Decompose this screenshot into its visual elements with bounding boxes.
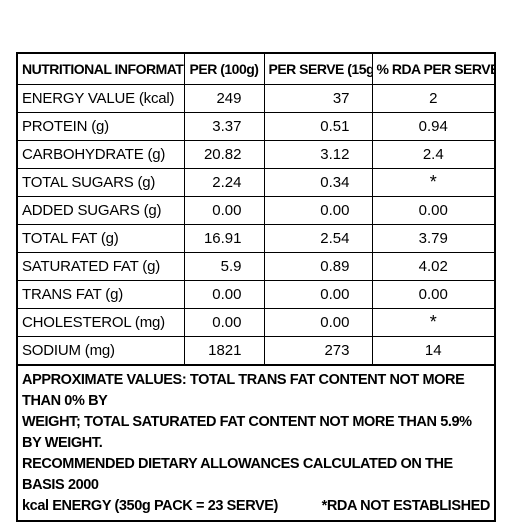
table-row: CHOLESTEROL (mg) 0.00 0.00 *	[18, 308, 494, 337]
row-rda: 2	[371, 84, 494, 113]
row-rda: 4.02	[371, 252, 494, 281]
table-row: TOTAL SUGARS (g) 2.24 0.34 *	[18, 168, 494, 197]
row-per100: 0.00	[183, 308, 265, 337]
row-per-serve: 0.00	[263, 280, 373, 309]
row-name: ENERGY VALUE (kcal)	[18, 84, 185, 113]
row-per-serve: 37	[263, 84, 373, 113]
table-row: ENERGY VALUE (kcal) 249 37 2	[18, 84, 494, 113]
table-row: CARBOHYDRATE (g) 20.82 3.12 2.4	[18, 140, 494, 169]
row-name: TOTAL FAT (g)	[18, 224, 185, 253]
row-per-serve: 273	[263, 336, 373, 365]
row-rda: 2.4	[371, 140, 494, 169]
row-per100: 3.37	[183, 112, 265, 141]
table-row: TRANS FAT (g) 0.00 0.00 0.00	[18, 280, 494, 309]
table-row: SATURATED FAT (g) 5.9 0.89 4.02	[18, 252, 494, 281]
footnote-line-2: WEIGHT; TOTAL SATURATED FAT CONTENT NOT …	[22, 414, 472, 451]
row-name: SODIUM (mg)	[18, 336, 185, 365]
footnote-serving-info: kcal ENERGY (350g PACK = 23 SERVE)	[22, 498, 278, 514]
row-per-serve: 2.54	[263, 224, 373, 253]
nutrition-panel: NUTRITIONAL INFORMATION PER (100g) PER S…	[16, 52, 496, 522]
table-row: ADDED SUGARS (g) 0.00 0.00 0.00	[18, 196, 494, 225]
nutrition-table: NUTRITIONAL INFORMATION PER (100g) PER S…	[18, 54, 494, 365]
row-per100: 2.24	[183, 168, 265, 197]
row-name: ADDED SUGARS (g)	[18, 196, 185, 225]
header-rda-per-serve: % RDA PER SERVE	[371, 54, 494, 85]
row-per-serve: 0.00	[263, 308, 373, 337]
footnote-line-1: APPROXIMATE VALUES: TOTAL TRANS FAT CONT…	[22, 372, 465, 409]
table-row: PROTEIN (g) 3.37 0.51 0.94	[18, 112, 494, 141]
row-name: SATURATED FAT (g)	[18, 252, 185, 281]
row-per-serve: 0.34	[263, 168, 373, 197]
row-per100: 0.00	[183, 280, 265, 309]
row-per100: 5.9	[183, 252, 265, 281]
footnote-line-3: RECOMMENDED DIETARY ALLOWANCES CALCULATE…	[22, 456, 453, 493]
row-rda: 3.79	[371, 224, 494, 253]
footnote-line-4: kcal ENERGY (350g PACK = 23 SERVE) *RDA …	[22, 496, 490, 517]
header-per-serve: PER SERVE (15g)	[263, 54, 373, 85]
table-header-row: NUTRITIONAL INFORMATION PER (100g) PER S…	[18, 54, 494, 85]
table-row: SODIUM (mg) 1821 273 14	[18, 336, 494, 365]
row-rda: *	[371, 308, 494, 337]
row-per100: 16.91	[183, 224, 265, 253]
footnote-rda-note: *RDA NOT ESTABLISHED	[321, 498, 491, 514]
row-per100: 249	[183, 84, 265, 113]
row-rda: 0.94	[371, 112, 494, 141]
row-per-serve: 0.00	[263, 196, 373, 225]
row-rda: 0.00	[371, 196, 494, 225]
row-rda: *	[371, 168, 494, 197]
header-per-100g: PER (100g)	[183, 54, 265, 85]
row-per100: 0.00	[183, 196, 265, 225]
row-name: PROTEIN (g)	[18, 112, 185, 141]
row-name: CHOLESTEROL (mg)	[18, 308, 185, 337]
row-rda: 14	[371, 336, 494, 365]
row-per-serve: 0.89	[263, 252, 373, 281]
row-name: TOTAL SUGARS (g)	[18, 168, 185, 197]
table-row: TOTAL FAT (g) 16.91 2.54 3.79	[18, 224, 494, 253]
header-nutritional-information: NUTRITIONAL INFORMATION	[18, 54, 185, 85]
row-per100: 20.82	[183, 140, 265, 169]
row-rda: 0.00	[371, 280, 494, 309]
row-per-serve: 0.51	[263, 112, 373, 141]
row-name: TRANS FAT (g)	[18, 280, 185, 309]
row-per-serve: 3.12	[263, 140, 373, 169]
row-per100: 1821	[183, 336, 265, 365]
row-name: CARBOHYDRATE (g)	[18, 140, 185, 169]
footnote: APPROXIMATE VALUES: TOTAL TRANS FAT CONT…	[18, 365, 494, 520]
